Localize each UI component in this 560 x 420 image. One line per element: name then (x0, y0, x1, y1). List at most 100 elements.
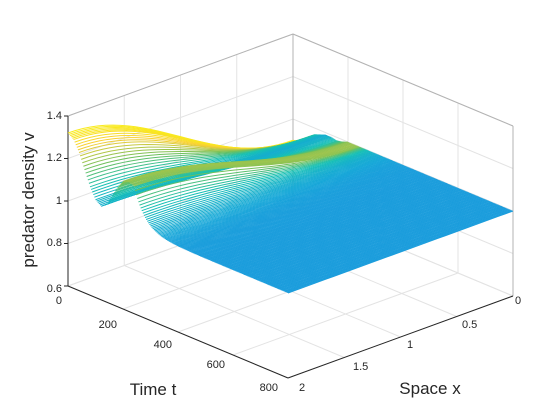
surface-time-line (160, 157, 386, 237)
x-tick-label: 2 (299, 382, 305, 394)
surface-time-line (259, 198, 485, 282)
surface-time-line (152, 153, 378, 230)
surface-time-line (141, 149, 367, 212)
surface-time-line (261, 199, 487, 283)
surface-time-line (197, 172, 423, 256)
surface-time-line (217, 181, 443, 265)
surface-time-line (183, 166, 409, 250)
surface-time-line (185, 167, 411, 251)
surface-time-line (279, 206, 505, 290)
surface-time-line (134, 146, 361, 192)
surface-time-line (235, 188, 461, 272)
surface-time-line (249, 194, 475, 278)
surface-time-line (236, 188, 462, 272)
surface-time-line (202, 174, 428, 258)
surface-time-line (246, 193, 472, 276)
surface-time-line (153, 154, 379, 231)
surface-time-line (186, 168, 412, 251)
surface-time-line (196, 172, 422, 256)
surface-time-line (283, 208, 509, 292)
surface-time-line (287, 210, 514, 294)
surface-time-line (268, 202, 494, 286)
surface-time-line (263, 200, 489, 284)
surface-time-line (166, 159, 393, 241)
surface-time-line (154, 154, 381, 232)
y-axis-label: Time t (130, 380, 177, 399)
surface-time-line (250, 194, 476, 278)
y-tick-label: 0 (56, 295, 62, 307)
surface-time-line (257, 197, 483, 281)
surface-time-line (208, 177, 434, 261)
surface-time-line (191, 170, 417, 253)
surface-time-line (192, 170, 418, 254)
surface-time-line (188, 169, 415, 252)
surface-time-line (229, 186, 455, 270)
surface-time-line (238, 189, 464, 273)
surface-time-line (243, 192, 470, 276)
z-tick-label: 0.6 (47, 283, 62, 295)
surface-time-line (156, 155, 383, 234)
z-tick-label: 1.2 (47, 152, 62, 164)
surface-time-line (248, 193, 474, 277)
surface-time-line (182, 166, 408, 249)
surface-time-line (230, 186, 456, 270)
surface-time-line (239, 190, 465, 274)
surface-time-line (247, 193, 473, 277)
z-axis-label: predator density v (19, 132, 38, 268)
surface-time-line (237, 189, 463, 273)
surface-time-line (206, 176, 432, 260)
y-tick-label: 400 (154, 339, 172, 351)
surface-time-line (203, 175, 429, 258)
surface-time-line (219, 182, 445, 265)
surface-time-line (164, 159, 390, 240)
surface-time-line (284, 209, 510, 293)
surface-time-line (187, 168, 414, 252)
surface-time-line (260, 199, 486, 282)
surface-mesh (67, 124, 514, 294)
surface-time-line (271, 203, 497, 287)
surface-time-line (195, 171, 421, 255)
surface-time-line (277, 206, 504, 290)
surface-time-line (275, 205, 502, 289)
z-tick-label: 1 (56, 195, 62, 207)
surface-time-line (262, 199, 488, 283)
surface-time-line (276, 205, 503, 289)
surface-time-line (167, 160, 394, 242)
axes-box-edge (67, 33, 294, 117)
surface-time-line (216, 180, 442, 264)
surface-time-line (158, 156, 384, 235)
surface-time-line (142, 149, 368, 214)
x-tick-label: 0 (515, 295, 521, 307)
surface-time-line (222, 183, 449, 267)
surface-time-line (189, 169, 416, 253)
surface-time-line (233, 187, 460, 271)
surface-time-line (258, 198, 484, 282)
surface-time-line (252, 195, 478, 279)
surface-time-line (176, 164, 403, 247)
surface-time-line (211, 178, 438, 262)
y-tick-label: 800 (260, 382, 278, 394)
surface-time-line (264, 200, 491, 284)
surface-time-line (177, 164, 404, 247)
surface-time-line (226, 184, 452, 268)
surface-time-line (207, 176, 433, 260)
surface-time-line (144, 150, 371, 219)
surface-time-line (280, 207, 506, 291)
surface-time-line (282, 208, 508, 292)
axis-line (67, 285, 289, 379)
surface-time-line (131, 145, 357, 185)
surface-time-line (151, 153, 377, 228)
surface-time-line (155, 155, 382, 233)
surface-time-line (242, 191, 469, 275)
surface-time-line (274, 205, 500, 288)
z-tick-label: 1.4 (47, 110, 62, 122)
surface-time-line (253, 196, 480, 280)
z-grid-line (67, 33, 514, 127)
surface-time-line (163, 158, 389, 239)
surface-time-line (281, 207, 507, 291)
surface-time-line (255, 197, 482, 281)
surface-time-line (147, 151, 373, 222)
surface-time-line (214, 179, 440, 263)
surface-time-line (200, 174, 427, 258)
